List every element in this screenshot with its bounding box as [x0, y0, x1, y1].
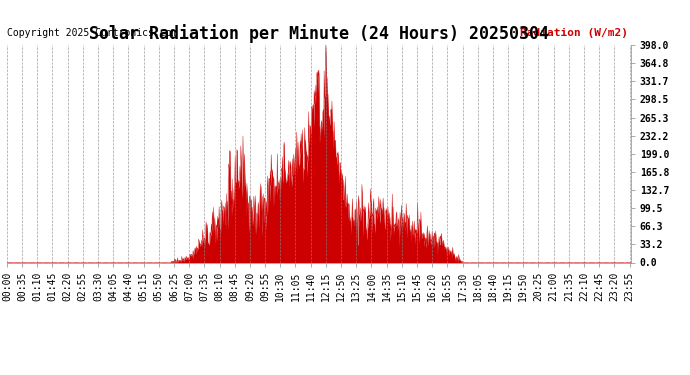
Text: Radiation (W/m2): Radiation (W/m2): [520, 28, 628, 39]
Text: Copyright 2025 Curtronics.com: Copyright 2025 Curtronics.com: [7, 28, 177, 39]
Title: Solar Radiation per Minute (24 Hours) 20250304: Solar Radiation per Minute (24 Hours) 20…: [89, 24, 549, 44]
